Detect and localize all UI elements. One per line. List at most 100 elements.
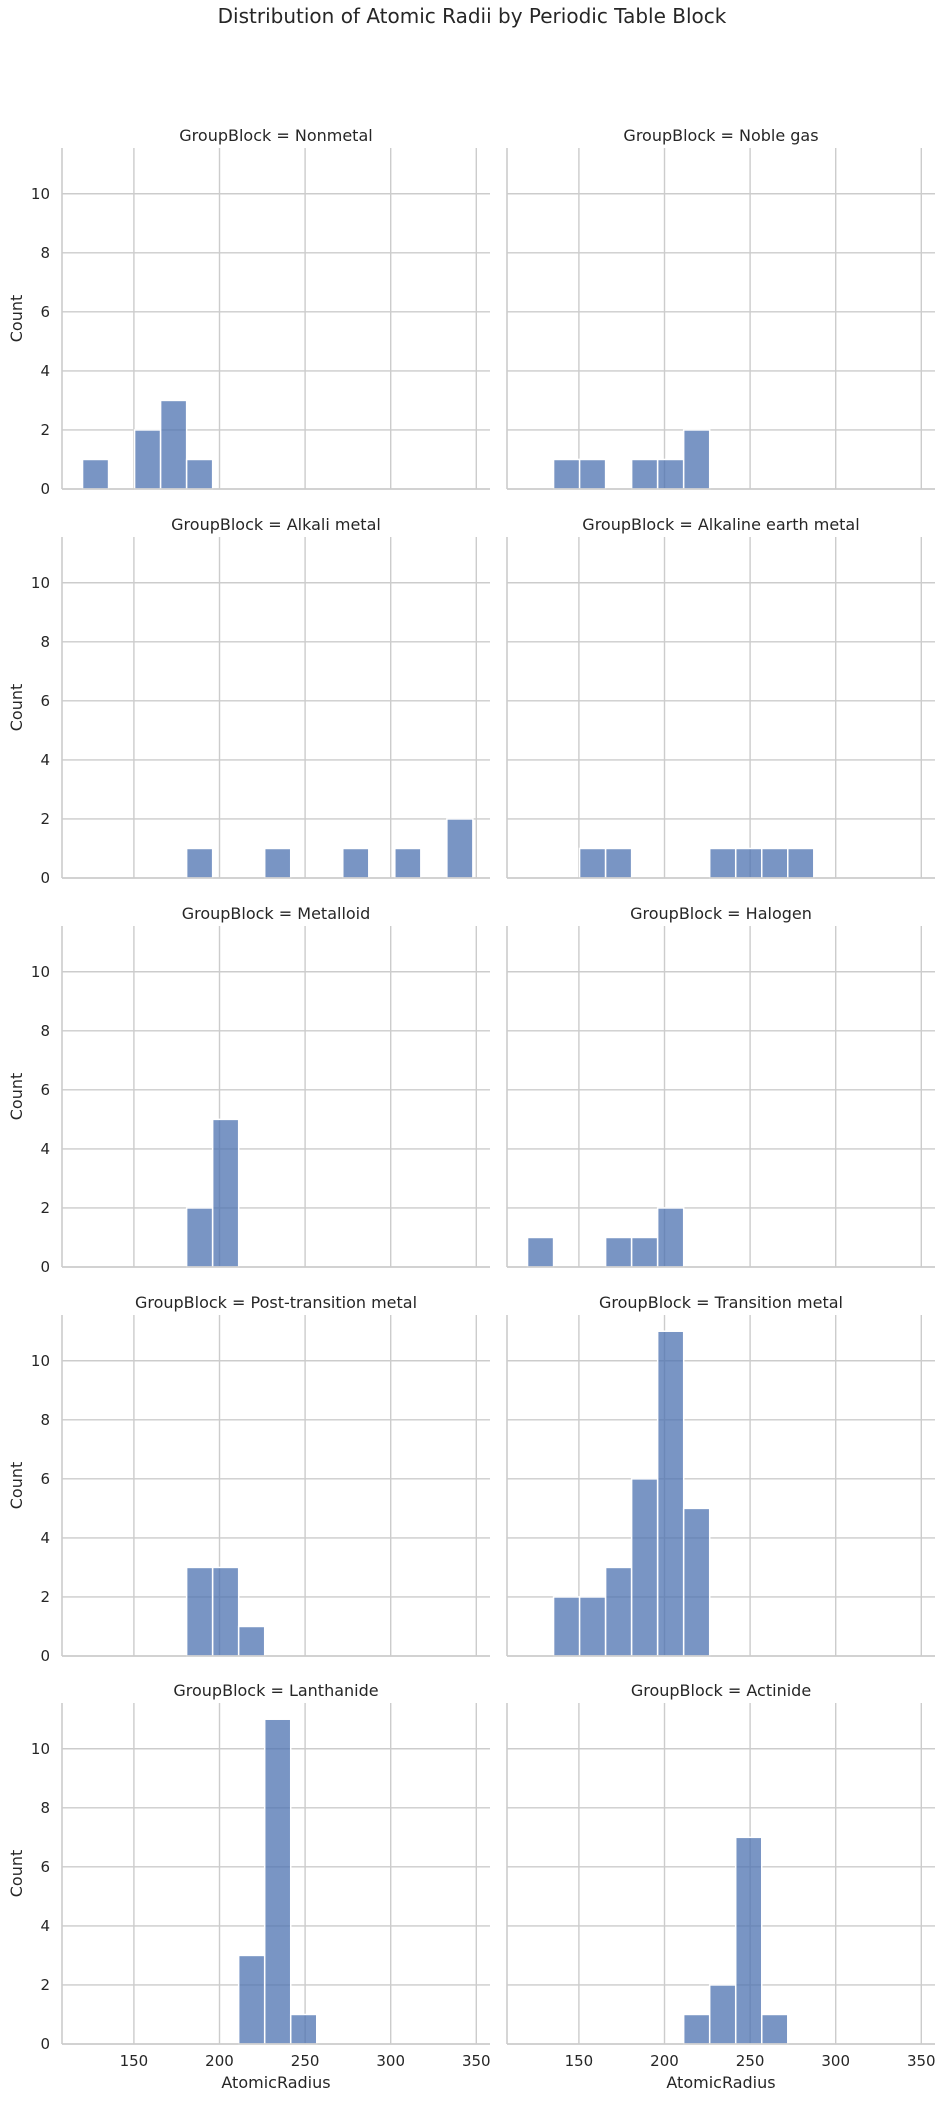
y-axis-label: Count	[7, 684, 26, 732]
panel-title: GroupBlock = Nonmetal	[179, 126, 372, 145]
histogram-bar	[734, 847, 763, 879]
y-tick-label: 10	[31, 574, 50, 592]
x-tick-label: 300	[376, 2052, 405, 2070]
histogram-bar	[342, 847, 370, 879]
x-axis-label: AtomicRadius	[666, 2073, 775, 2092]
y-tick-label: 2	[40, 810, 50, 828]
histogram-bar	[708, 1984, 737, 2045]
histogram-bar	[630, 458, 659, 490]
histogram-bar	[394, 847, 422, 879]
panel-title: GroupBlock = Post-transition metal	[135, 1293, 417, 1312]
y-tick-label: 6	[40, 1858, 50, 1876]
y-axis-label: Count	[7, 1073, 26, 1121]
y-tick-label: 2	[40, 1199, 50, 1217]
y-tick-label: 4	[40, 1529, 50, 1547]
y-axis-label: Count	[7, 295, 26, 343]
y-tick-label: 6	[40, 692, 50, 710]
histogram-bar	[185, 1207, 214, 1268]
y-tick-label: 6	[40, 1470, 50, 1488]
histogram-bar	[734, 1836, 763, 2045]
histogram-bar	[578, 1596, 607, 1657]
histogram-bar	[682, 2013, 711, 2045]
y-tick-label: 6	[40, 303, 50, 321]
histogram-bar	[185, 1566, 214, 1657]
figure-title: Distribution of Atomic Radii by Periodic…	[217, 4, 727, 28]
y-axis-label: Count	[7, 1462, 26, 1510]
y-tick-label: 4	[40, 1140, 50, 1158]
histogram-bar	[578, 458, 607, 490]
histogram-bar	[656, 1207, 685, 1268]
histogram-bar	[656, 1330, 685, 1657]
histogram-bar	[133, 429, 162, 490]
histogram-bar	[604, 1236, 633, 1268]
y-tick-label: 8	[40, 633, 50, 651]
y-tick-label: 8	[40, 1022, 50, 1040]
x-tick-label: 250	[736, 2052, 765, 2070]
histogram-bar	[630, 1478, 659, 1657]
histogram-bar	[578, 847, 607, 879]
histogram-bar	[159, 399, 188, 490]
histogram-bar	[552, 1596, 581, 1657]
histogram-bar	[289, 2013, 318, 2045]
x-tick-label: 200	[650, 2052, 679, 2070]
histogram-bar	[708, 847, 737, 879]
x-tick-label: 150	[565, 2052, 594, 2070]
histogram-bar	[682, 1507, 711, 1657]
y-tick-label: 6	[40, 1081, 50, 1099]
x-tick-label: 200	[205, 2052, 234, 2070]
histogram-bar	[211, 1566, 240, 1657]
y-tick-label: 0	[40, 1258, 50, 1276]
y-tick-label: 0	[40, 1647, 50, 1665]
y-axis-label: Count	[7, 1850, 26, 1898]
y-tick-label: 10	[31, 1352, 50, 1370]
x-axis-label: AtomicRadius	[221, 2073, 330, 2092]
y-tick-label: 4	[40, 751, 50, 769]
y-tick-label: 0	[40, 869, 50, 887]
y-tick-label: 4	[40, 1917, 50, 1935]
panel-title: GroupBlock = Alkali metal	[171, 515, 381, 534]
y-tick-label: 0	[40, 480, 50, 498]
panel-title: GroupBlock = Alkaline earth metal	[582, 515, 859, 534]
y-tick-label: 8	[40, 244, 50, 262]
histogram-bar	[237, 1954, 266, 2045]
y-tick-label: 0	[40, 2035, 50, 2053]
y-tick-label: 8	[40, 1799, 50, 1817]
y-tick-label: 2	[40, 1588, 50, 1606]
y-tick-label: 8	[40, 1411, 50, 1429]
y-tick-label: 10	[31, 1740, 50, 1758]
x-tick-label: 150	[120, 2052, 149, 2070]
histogram-bar	[526, 1236, 555, 1268]
panel-title: GroupBlock = Halogen	[630, 904, 812, 923]
y-tick-label: 4	[40, 362, 50, 380]
histogram-bar	[263, 847, 292, 879]
histogram-bar	[760, 847, 789, 879]
x-tick-label: 350	[462, 2052, 491, 2070]
histogram-bar	[81, 458, 110, 490]
histogram-bar	[604, 1566, 633, 1657]
histogram-bar	[237, 1625, 266, 1657]
histogram-bar	[682, 429, 711, 490]
panel-title: GroupBlock = Metalloid	[182, 904, 371, 923]
y-tick-label: 2	[40, 421, 50, 439]
panel-title: GroupBlock = Transition metal	[599, 1293, 843, 1312]
histogram-bar	[656, 458, 685, 490]
histogram-bar	[760, 2013, 789, 2045]
y-tick-label: 10	[31, 963, 50, 981]
y-tick-label: 2	[40, 1976, 50, 1994]
panel-title: GroupBlock = Noble gas	[623, 126, 818, 145]
panel-title: GroupBlock = Lanthanide	[173, 1681, 378, 1700]
panel-title: GroupBlock = Actinide	[631, 1681, 811, 1700]
x-tick-label: 300	[821, 2052, 850, 2070]
histogram-bar	[185, 847, 214, 879]
histogram-bar	[185, 458, 214, 490]
histogram-bar	[552, 458, 581, 490]
histogram-bar	[446, 818, 474, 879]
x-tick-label: 250	[291, 2052, 320, 2070]
x-tick-label: 350	[907, 2052, 936, 2070]
histogram-bar	[263, 1718, 292, 2045]
histogram-bar	[604, 847, 633, 879]
histogram-bar	[787, 847, 815, 879]
histogram-bar	[211, 1118, 240, 1268]
histogram-bar	[630, 1236, 659, 1268]
